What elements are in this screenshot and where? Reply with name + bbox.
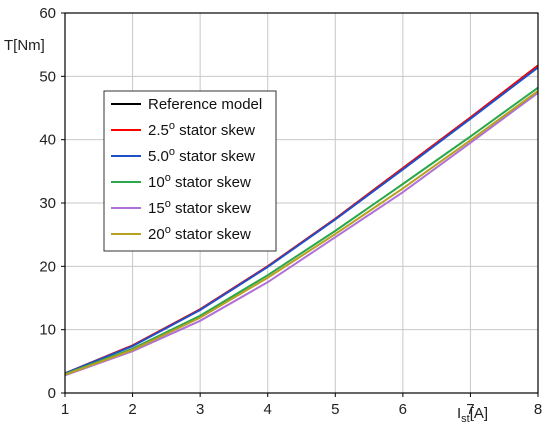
- y-tick-label: 50: [39, 68, 56, 85]
- series-line-3: [64, 86, 539, 375]
- x-tick-label: 4: [264, 401, 272, 418]
- x-tick-label: 6: [399, 401, 407, 418]
- y-tick-label: 30: [39, 195, 56, 212]
- y-tick-label: 0: [48, 385, 56, 402]
- series-lines: [64, 64, 539, 377]
- y-tick-label: 60: [39, 5, 56, 22]
- x-tick-label: 7: [466, 401, 474, 418]
- y-axis-label: T[Nm]: [4, 37, 45, 54]
- x-tick-label: 3: [196, 401, 204, 418]
- legend-label: 2.5o stator skew: [148, 120, 255, 139]
- legend-label: 10o stator skew: [148, 172, 251, 191]
- x-tick-label: 5: [331, 401, 339, 418]
- x-tick-label: 1: [61, 401, 69, 418]
- x-tick-label: 2: [128, 401, 136, 418]
- series-line-2: [64, 66, 539, 375]
- x-axis-label-subscript: st: [461, 413, 470, 425]
- x-tick-labels: 1 2 3 4 5 6 7 8: [61, 393, 542, 418]
- legend-label: 20o stator skew: [148, 224, 251, 243]
- legend-label: 5.0o stator skew: [148, 146, 255, 165]
- legend-label: Reference model: [148, 96, 262, 113]
- legend-label: 15o stator skew: [148, 198, 251, 217]
- x-axis-label-unit: [A]: [470, 405, 488, 422]
- series-line-4: [64, 91, 539, 377]
- x-axis-label-main: I: [457, 405, 461, 422]
- x-tick-label: 8: [534, 401, 542, 418]
- y-tick-label: 20: [39, 258, 56, 275]
- legend-box: [103, 90, 277, 252]
- y-tick-label: 10: [39, 322, 56, 339]
- y-tick-labels: 0 10 20 30 40 50 60: [39, 5, 65, 402]
- legend-items: Reference model 2.5o stator skew 5.0o stat…: [111, 96, 262, 243]
- grid-lines: [65, 13, 538, 393]
- legend: Reference model 2.5o stator skew 5.0o stat…: [103, 90, 277, 252]
- y-tick-label: 40: [39, 132, 56, 149]
- series-line-5: [64, 90, 539, 376]
- x-axis-label: Ist[A]: [457, 405, 488, 425]
